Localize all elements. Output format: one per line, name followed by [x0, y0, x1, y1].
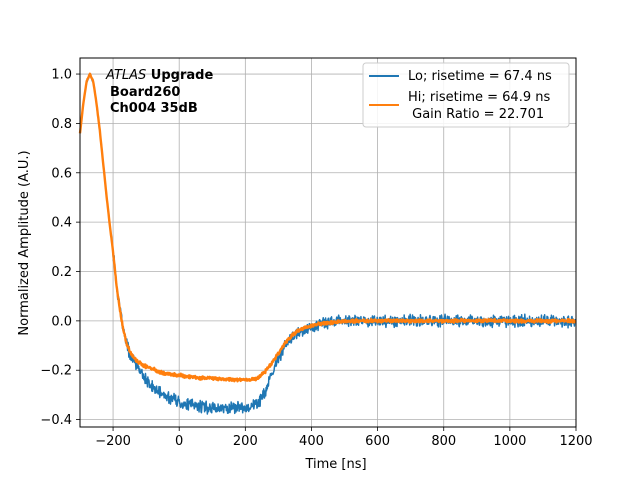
series-line-hi [78, 72, 577, 383]
y-tick-label: −0.2 [40, 364, 72, 379]
x-tick-label: 800 [431, 434, 456, 449]
legend: Lo; risetime = 67.4 ns Hi; risetime = 64… [362, 62, 570, 128]
legend-label-gain-ratio: Gain Ratio = 22.701 [408, 107, 544, 122]
annotation-line-3: Ch004 35dB [110, 101, 198, 116]
x-tick-label: 1200 [559, 434, 592, 449]
x-axis-label: Time [ns] [304, 457, 366, 472]
annotation-line-1: ATLAS Upgrade [105, 68, 213, 83]
legend-label-hi: Hi; risetime = 64.9 ns [408, 90, 550, 105]
annotation-atlas: ATLAS [105, 68, 146, 83]
x-tick-label: 1000 [493, 434, 526, 449]
y-tick-label: 0.8 [51, 117, 72, 132]
x-tick-label: 400 [299, 434, 324, 449]
y-tick-label: 0.0 [51, 314, 72, 329]
x-tick-label: −200 [95, 434, 131, 449]
x-tick-label: 0 [175, 434, 183, 449]
experiment-annotation: ATLAS Upgrade Board260 Ch004 35dB [105, 68, 213, 116]
axis-ticks: −200 0 200 400 600 800 1000 1200 −0.4 −0.2 0.0 0.2 0… [40, 68, 592, 449]
x-tick-label: 600 [365, 434, 390, 449]
axes-frame [79, 57, 577, 428]
y-tick-label: 1.0 [51, 68, 72, 83]
y-tick-label: 0.4 [51, 216, 72, 231]
y-tick-label: 0.6 [51, 166, 72, 181]
y-tick-label: 0.2 [51, 265, 72, 280]
y-axis-label: Normalized Amplitude (A.U.) [17, 150, 32, 335]
legend-box [362, 62, 570, 128]
annotation-upgrade: Upgrade [146, 68, 213, 83]
legend-label-lo: Lo; risetime = 67.4 ns [408, 69, 552, 84]
x-tick-label: 200 [233, 434, 258, 449]
y-tick-label: −0.4 [40, 413, 72, 428]
annotation-line-2: Board260 [110, 85, 180, 100]
plot-series [78, 72, 577, 415]
